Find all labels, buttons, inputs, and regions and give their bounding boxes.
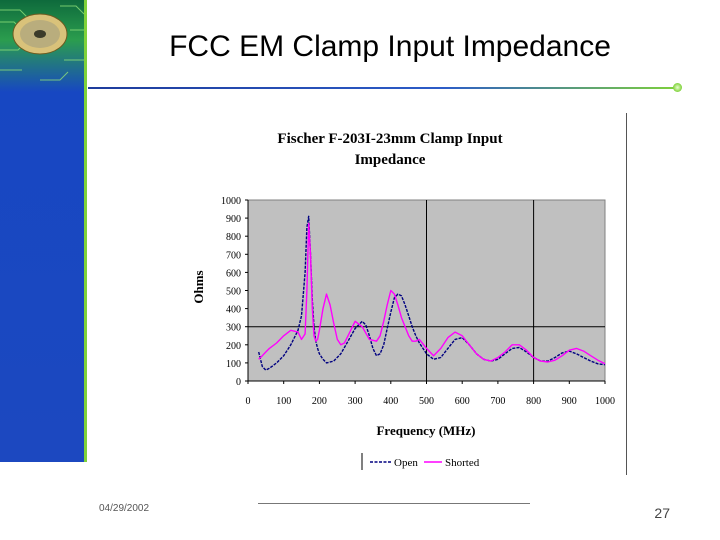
- series-line-shorted: [258, 222, 606, 365]
- circuit-disc-logo-icon: [0, 5, 84, 81]
- page-number: 27: [654, 505, 670, 521]
- x-tick-label: 500: [419, 396, 434, 407]
- x-tick-label: 700: [490, 396, 505, 407]
- x-tick-label: 800: [526, 396, 541, 407]
- y-tick-label: 400: [226, 305, 241, 316]
- x-tick-label: 100: [276, 396, 291, 407]
- y-tick-label: 500: [226, 287, 241, 298]
- y-tick-label: 1000: [221, 196, 241, 207]
- chart-frame-line: [626, 113, 627, 475]
- series-line-open: [258, 215, 606, 371]
- y-tick-label: 300: [226, 323, 241, 334]
- legend-shorted-label: Shorted: [445, 457, 480, 469]
- x-tick-label: 400: [383, 396, 398, 407]
- sidebar-decoration: [0, 0, 84, 462]
- footer-rule: [258, 503, 530, 504]
- sidebar-green-rule: [84, 0, 87, 462]
- y-tick-label: 100: [226, 359, 241, 370]
- x-tick-label: 200: [312, 396, 327, 407]
- impedance-chart: Fischer F-203I-23mm Clamp Input Impedanc…: [191, 131, 615, 470]
- title-underline: [88, 87, 680, 89]
- legend: Open Shorted: [361, 453, 480, 470]
- x-tick-label: 900: [562, 396, 577, 407]
- x-tick-label: 1000: [595, 396, 615, 407]
- y-tick-label: 800: [226, 232, 241, 243]
- y-tick-label: 600: [226, 268, 241, 279]
- chart-title-line-2: Impedance: [355, 152, 426, 168]
- slide-title: FCC EM Clamp Input Impedance: [169, 30, 611, 63]
- x-axis-label: Frequency (MHz): [376, 423, 475, 438]
- x-tick-label: 0: [246, 396, 251, 407]
- y-tick-label: 0: [236, 377, 241, 388]
- footer-date: 04/29/2002: [99, 503, 150, 514]
- chart-title-line-1: Fischer F-203I-23mm Clamp Input: [277, 131, 502, 147]
- title-rule-dot: [673, 83, 682, 92]
- legend-open-label: Open: [394, 457, 418, 469]
- y-tick-label: 200: [226, 341, 241, 352]
- y-tick-label: 700: [226, 250, 241, 261]
- x-tick-label: 300: [348, 396, 363, 407]
- y-tick-label: 900: [226, 214, 241, 225]
- x-tick-label: 600: [455, 396, 470, 407]
- y-axis-label: Ohms: [191, 270, 206, 303]
